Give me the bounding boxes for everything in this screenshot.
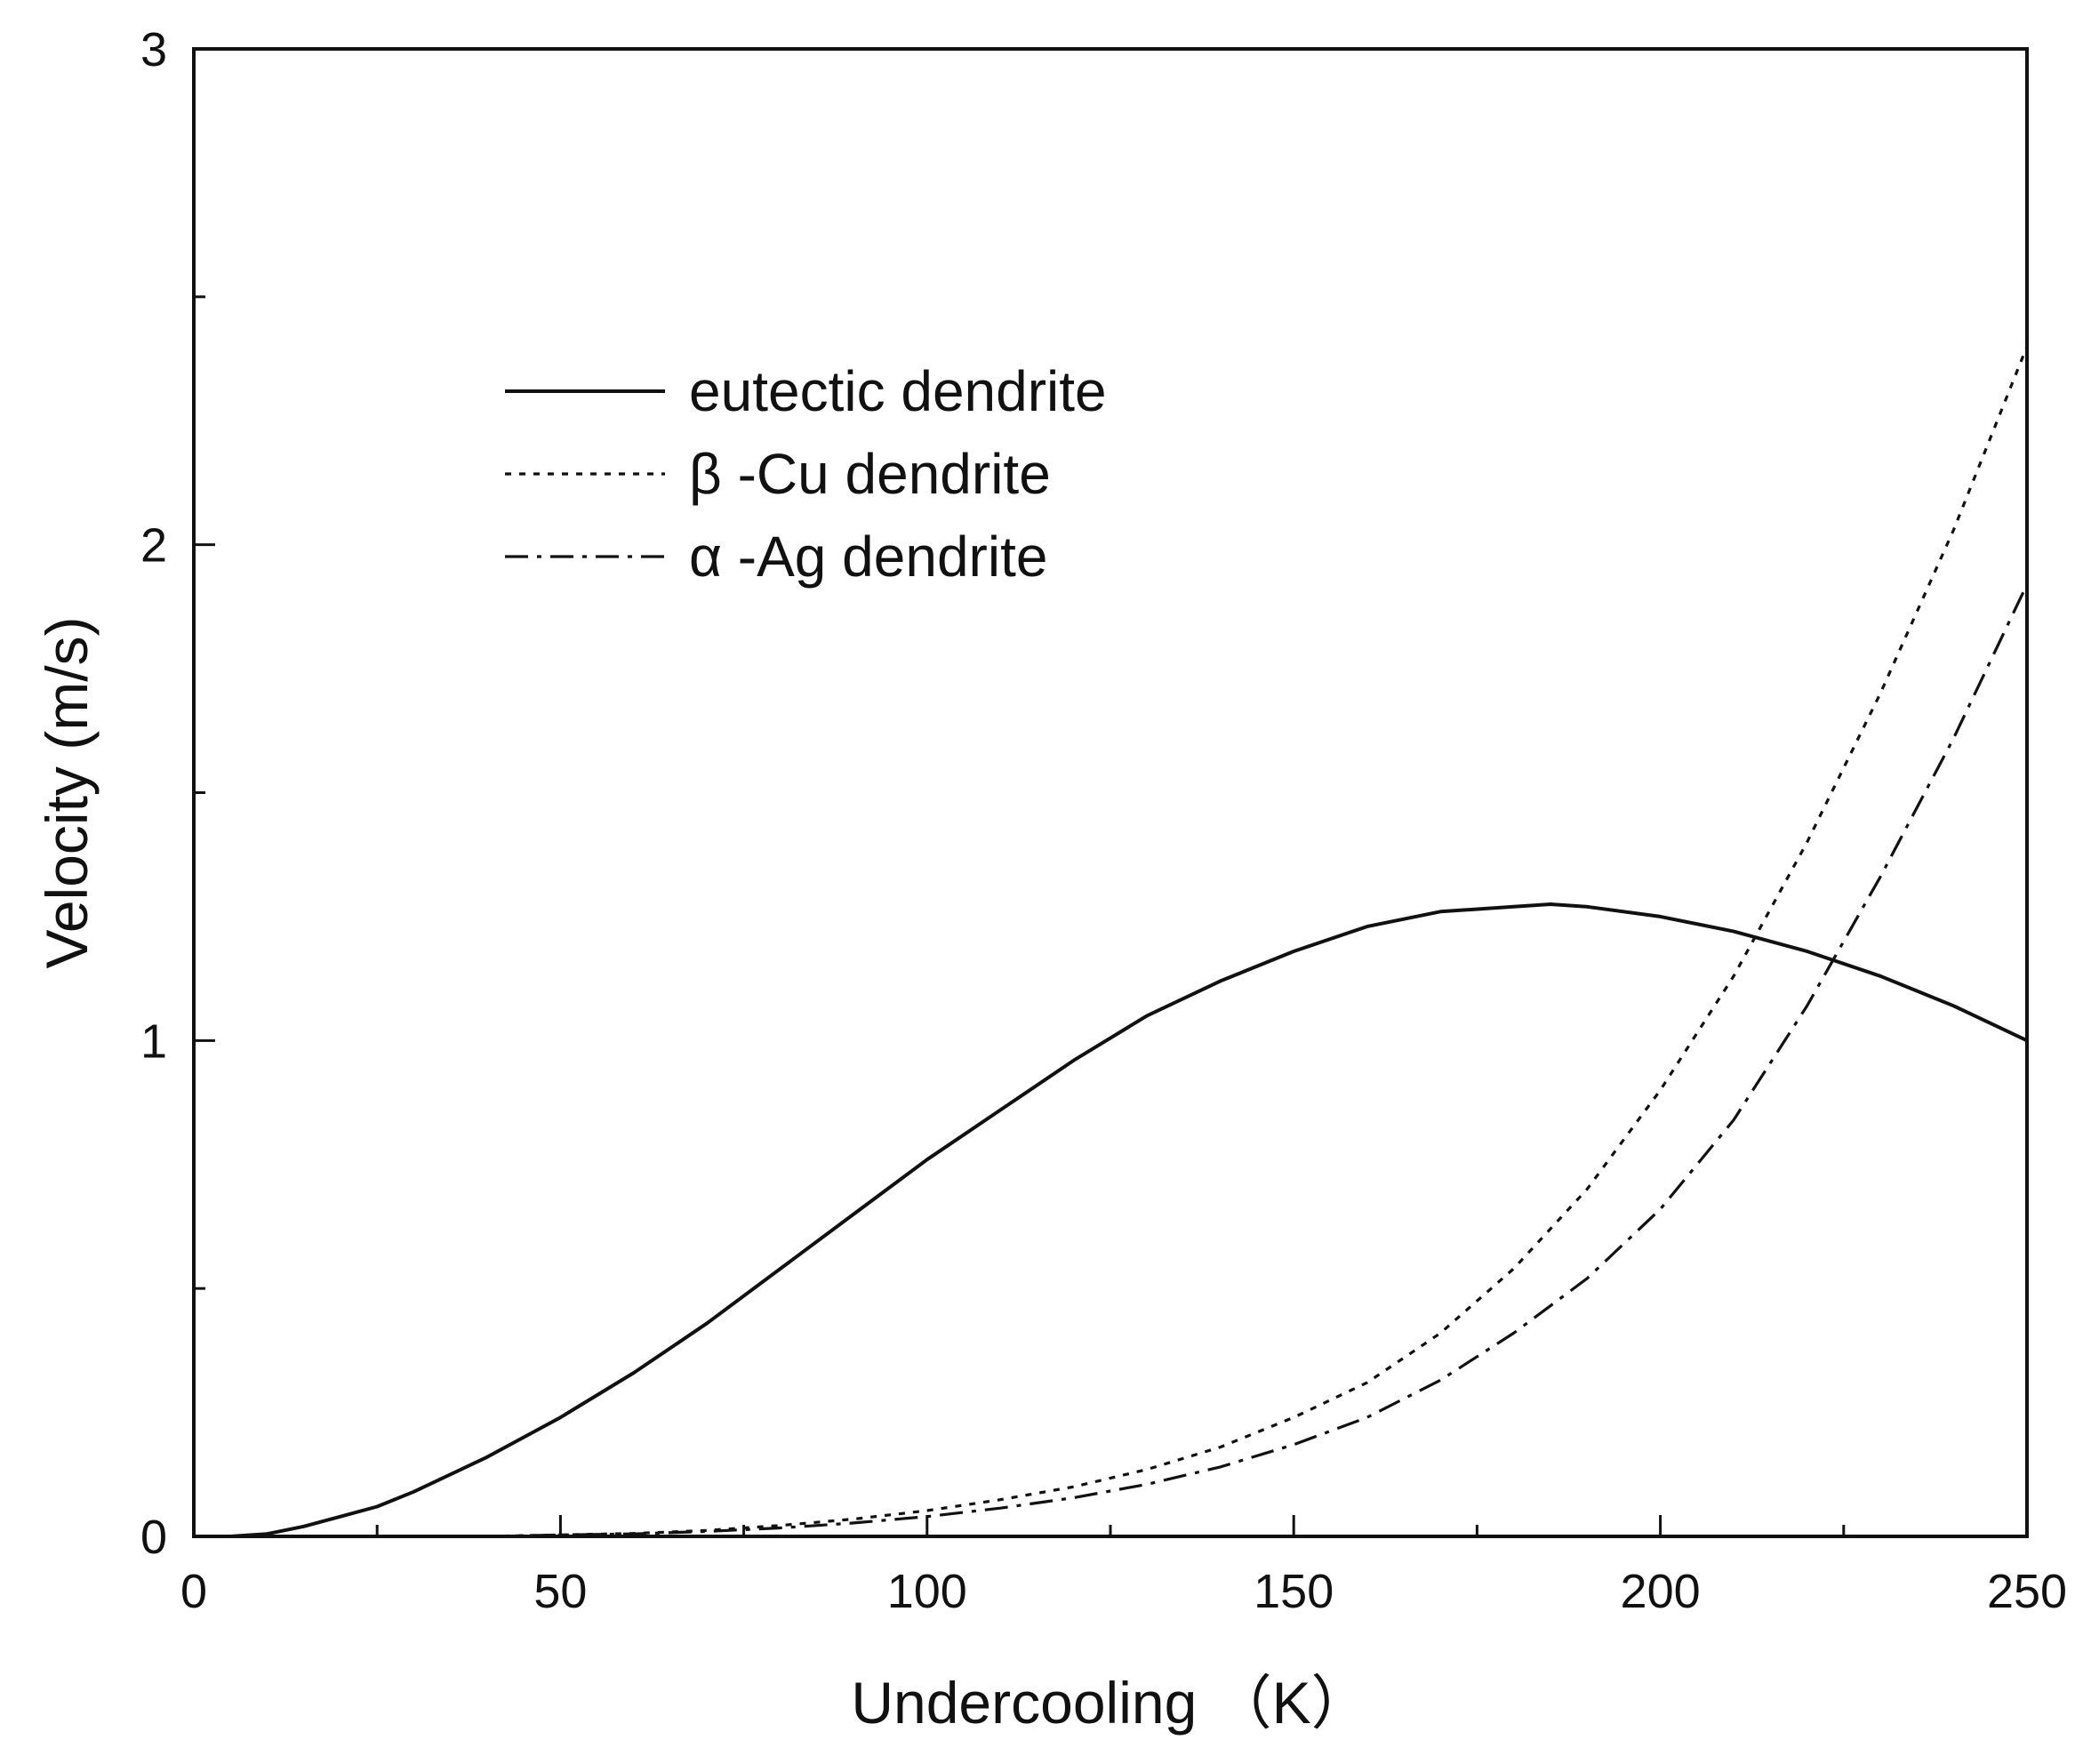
y-tick-label: 3	[140, 23, 167, 76]
x-tick-label: 0	[180, 1565, 207, 1618]
x-tick-label: 250	[1987, 1565, 2067, 1618]
x-axis-title: Undercooling （K）	[851, 1670, 1369, 1736]
y-axis-title: Velocity (m/s)	[34, 616, 100, 968]
major-ticks	[192, 47, 2029, 1538]
y-tick-label: 2	[140, 519, 167, 573]
x-tick-label: 50	[533, 1565, 587, 1618]
legend: eutectic dendrite β -Cu dendrite α -Ag den…	[505, 359, 1107, 589]
plot-border	[192, 47, 2029, 1538]
y-tick-label: 1	[140, 1014, 167, 1068]
legend-label-2: β -Cu dendrite	[689, 442, 1051, 506]
minor-ticks	[194, 295, 1846, 1536]
series-line-3	[486, 583, 2029, 1538]
x-tick-label: 150	[1254, 1565, 1334, 1618]
series-line-2	[486, 346, 2029, 1538]
series-line-1	[230, 902, 2028, 1538]
series-layer	[230, 346, 2029, 1538]
y-tick-label: 0	[140, 1511, 167, 1564]
legend-label-3: α -Ag dendrite	[689, 525, 1047, 589]
plot-frame	[192, 47, 2029, 1538]
x-tick-label: 100	[887, 1565, 967, 1618]
x-tick-label: 200	[1621, 1565, 1701, 1618]
legend-label-1: eutectic dendrite	[689, 359, 1107, 423]
tick-labels: 0 50 100 150 200 250 0 1 2 3	[140, 23, 2067, 1618]
